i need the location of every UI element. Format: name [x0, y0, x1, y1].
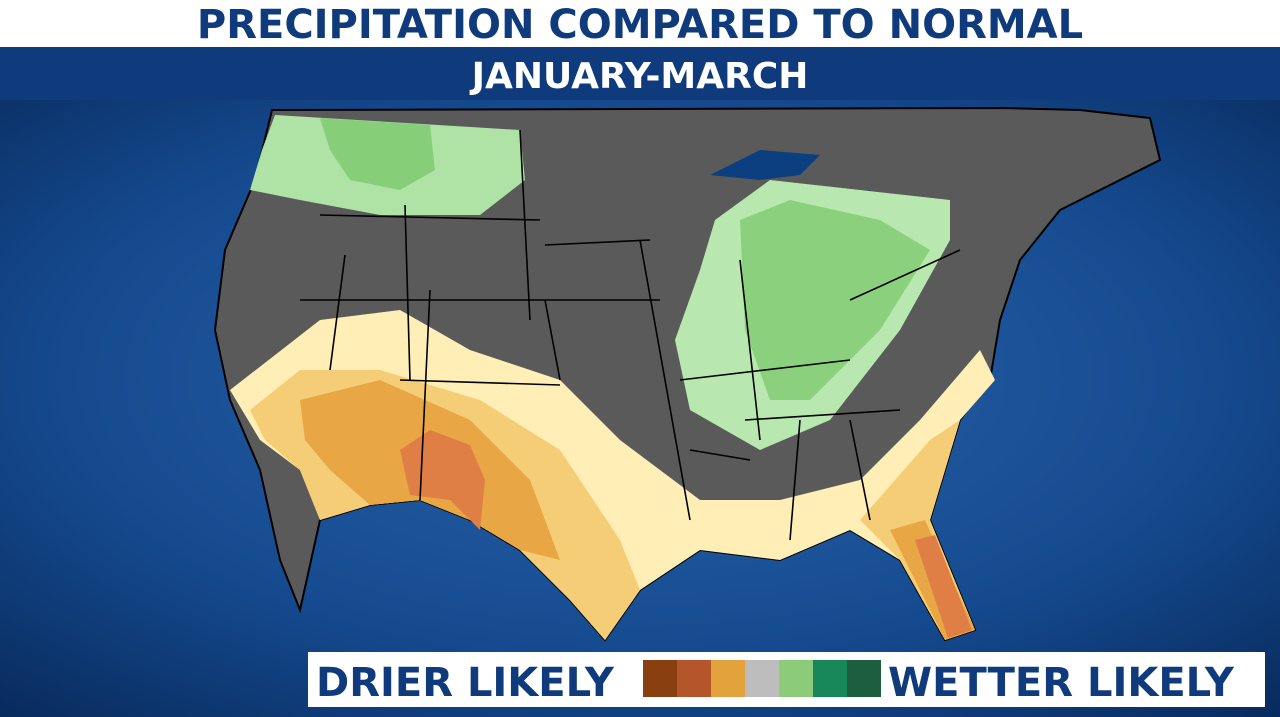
legend-swatch — [847, 660, 881, 697]
legend-left-label: DRIER LIKELY — [316, 660, 615, 706]
legend-swatch — [745, 660, 779, 697]
subtitle-band — [0, 47, 1280, 100]
title-band — [0, 0, 1280, 47]
drier-region-strong — [400, 430, 972, 638]
legend-swatch — [711, 660, 745, 697]
state-borders — [300, 129, 961, 541]
legend-swatch — [813, 660, 847, 697]
wetter-region-core — [740, 200, 930, 400]
wetter-region-core — [320, 118, 435, 190]
legend-swatches — [643, 660, 881, 697]
title: PRECIPITATION COMPARED TO NORMAL — [197, 2, 1083, 48]
legend-swatch — [677, 660, 711, 697]
legend-right-label: WETTER LIKELY — [888, 660, 1235, 706]
legend-swatch — [779, 660, 813, 697]
subtitle: JANUARY-MARCH — [469, 56, 809, 97]
legend-swatch — [643, 660, 677, 697]
